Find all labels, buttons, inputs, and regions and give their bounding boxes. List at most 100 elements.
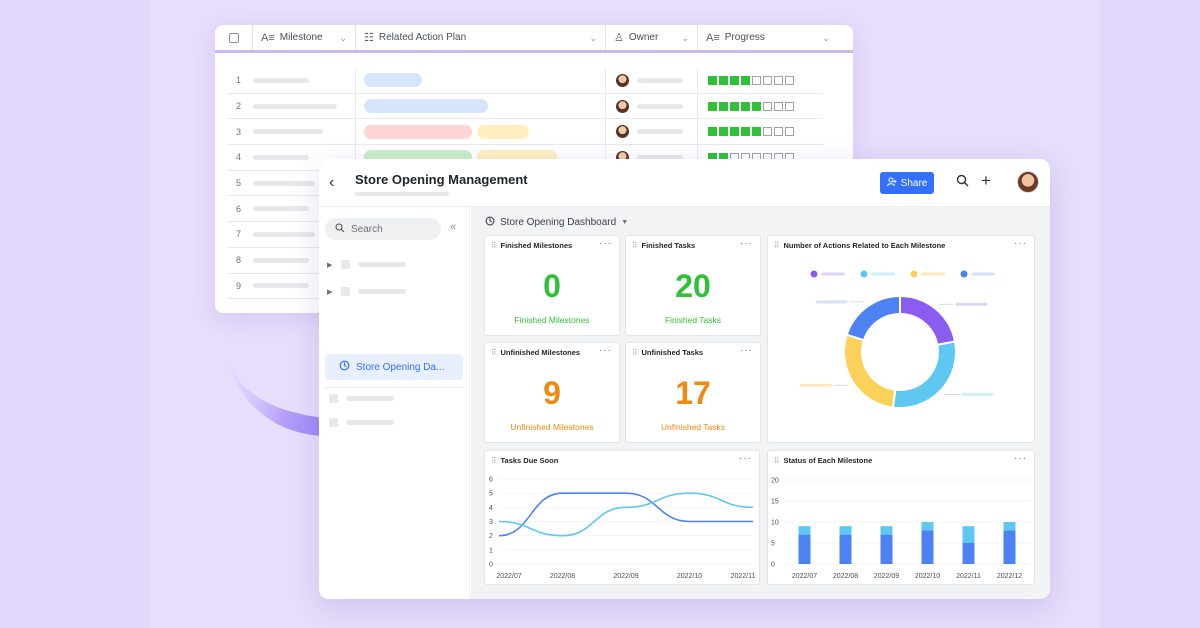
table-row[interactable]: 2 (227, 93, 823, 120)
legend-dot (810, 270, 818, 278)
folder-icon (341, 260, 350, 269)
card-donut-chart[interactable]: ⠿ Number of Actions Related to Each Miles… (767, 235, 1035, 443)
milestone-cell[interactable]: 2 (227, 93, 356, 119)
card-title: Unfinished Milestones (500, 348, 581, 357)
sidebar-item-store-opening-dashboard[interactable]: Store Opening Da... (325, 354, 463, 380)
y-tick-label: 1 (489, 547, 493, 554)
drag-handle-icon[interactable]: ⠿ (774, 456, 779, 465)
action-plan-cell[interactable] (356, 93, 606, 119)
more-icon[interactable]: ··· (739, 453, 752, 464)
select-all-checkbox[interactable] (228, 32, 239, 43)
x-tick-label: 2022/08 (550, 573, 575, 580)
share-button[interactable]: Share (880, 172, 934, 194)
progress-square (774, 127, 783, 137)
bar-segment (880, 526, 893, 535)
x-tick-label: 2022/10 (677, 573, 702, 580)
milestone-cell[interactable]: 4 (227, 145, 356, 170)
header-action-plan[interactable]: ☷ Related Action Plan ⌄ (356, 25, 606, 50)
owner-cell[interactable] (606, 68, 698, 93)
header-label: Progress (724, 32, 765, 43)
drag-handle-icon[interactable]: ⠿ (491, 241, 496, 250)
expand-triangle-icon[interactable]: ▶ (327, 261, 333, 269)
progress-square (741, 101, 750, 111)
chevron-down-icon[interactable]: ⌄ (822, 33, 830, 43)
table-row[interactable]: 1 (227, 68, 823, 94)
milestone-placeholder (253, 206, 310, 212)
header-owner[interactable]: ♙ Owner ⌄ (606, 25, 698, 50)
bar-segment (962, 543, 975, 564)
chevron-down-icon[interactable]: ⌄ (681, 33, 689, 43)
table-row[interactable]: 3 (227, 119, 823, 146)
progress-cell[interactable] (698, 68, 823, 93)
avatar[interactable] (1017, 171, 1039, 193)
sidebar-item[interactable] (329, 418, 394, 427)
doc-icon (329, 418, 338, 427)
bar-segment (1003, 530, 1016, 564)
search-icon[interactable] (956, 174, 969, 190)
drag-handle-icon[interactable]: ⠿ (491, 456, 496, 465)
more-icon[interactable]: ··· (740, 345, 753, 356)
folder-icon (341, 287, 350, 296)
sidebar-item[interactable]: ▶ (327, 260, 406, 269)
dashboard-topbar: ‹ Store Opening Management Share + (319, 159, 1050, 207)
more-icon[interactable]: ··· (740, 238, 753, 249)
y-tick-label: 5 (489, 491, 493, 498)
progress-square (741, 127, 750, 137)
card-finished-milestones[interactable]: ⠿ Finished Milestones ··· 0 Finished Mile… (484, 235, 620, 336)
progress-cell[interactable] (698, 119, 823, 144)
sidebar-item-label-placeholder (358, 289, 406, 294)
card-line-chart[interactable]: ⠿ Tasks Due Soon ··· 0 1 2 3 4 5 6 2022/07 2022/0… (484, 450, 760, 585)
y-tick-label: 0 (771, 562, 775, 569)
list-icon: ☷ (364, 32, 374, 44)
header-milestone[interactable]: A≡ Milestone ⌄ (253, 25, 356, 50)
plus-icon[interactable]: + (981, 171, 991, 190)
text-field-icon: A≡ (261, 31, 275, 44)
collapse-sidebar-icon[interactable]: « (450, 221, 457, 233)
card-unfinished-tasks[interactable]: ⠿ Unfinished Tasks ··· 17 Unfinished Task… (625, 342, 761, 443)
chevron-down-icon[interactable]: ⌄ (339, 33, 347, 43)
sidebar-item[interactable] (329, 394, 394, 403)
drag-handle-icon[interactable]: ⠿ (632, 241, 637, 250)
y-tick-label: 2 (489, 533, 493, 540)
more-icon[interactable]: ··· (599, 238, 612, 249)
owner-cell[interactable] (606, 93, 698, 119)
owner-name-placeholder (637, 77, 683, 83)
x-tick-label: 2022/07 (792, 573, 817, 580)
card-finished-tasks[interactable]: ⠿ Finished Tasks ··· 20 Finished Tasks (625, 235, 761, 336)
row-number: 5 (236, 178, 242, 189)
dashboard-selector[interactable]: Store Opening Dashboard ▼ (485, 216, 628, 229)
card-unfinished-milestones[interactable]: ⠿ Unfinished Milestones ··· 9 Unfinished … (484, 342, 620, 443)
y-tick-label: 3 (489, 519, 493, 526)
doc-icon (329, 394, 338, 403)
action-plan-cell[interactable] (356, 119, 606, 145)
chevron-down-icon[interactable]: ⌄ (589, 33, 597, 43)
expand-triangle-icon[interactable]: ▶ (327, 288, 333, 296)
more-icon[interactable]: ··· (599, 345, 612, 356)
donut-chart (799, 270, 995, 409)
drag-handle-icon[interactable]: ⠿ (632, 348, 637, 357)
back-arrow-icon[interactable]: ‹ (329, 174, 335, 191)
drag-handle-icon[interactable]: ⠿ (774, 241, 779, 250)
progress-cell[interactable] (698, 94, 823, 119)
card-title: Unfinished Tasks (641, 348, 704, 357)
header-label: Milestone (279, 32, 323, 43)
more-icon[interactable]: ··· (1014, 453, 1027, 464)
milestone-cell[interactable]: 3 (227, 119, 356, 145)
progress-square (719, 75, 728, 85)
bar-segment (921, 530, 934, 564)
owner-cell[interactable] (606, 119, 698, 145)
drag-handle-icon[interactable]: ⠿ (491, 348, 496, 357)
action-plan-cell[interactable] (356, 68, 606, 93)
header-progress[interactable]: A≡ Progress ⌄ (698, 25, 838, 50)
search-input[interactable]: Search (325, 218, 441, 240)
milestone-cell[interactable]: 1 (227, 68, 356, 93)
card-bar-chart[interactable]: ⠿ Status of Each Milestone ··· 0 5 10 15 20 20… (767, 450, 1035, 585)
sidebar-item[interactable]: ▶ (327, 287, 406, 296)
bar-segment (839, 526, 852, 535)
card-title: Tasks Due Soon (500, 456, 559, 465)
search-icon (335, 222, 345, 236)
legend-dot (860, 270, 868, 278)
bar-segment (798, 534, 811, 564)
legend-label-placeholder (971, 272, 995, 276)
more-icon[interactable]: ··· (1014, 238, 1027, 249)
